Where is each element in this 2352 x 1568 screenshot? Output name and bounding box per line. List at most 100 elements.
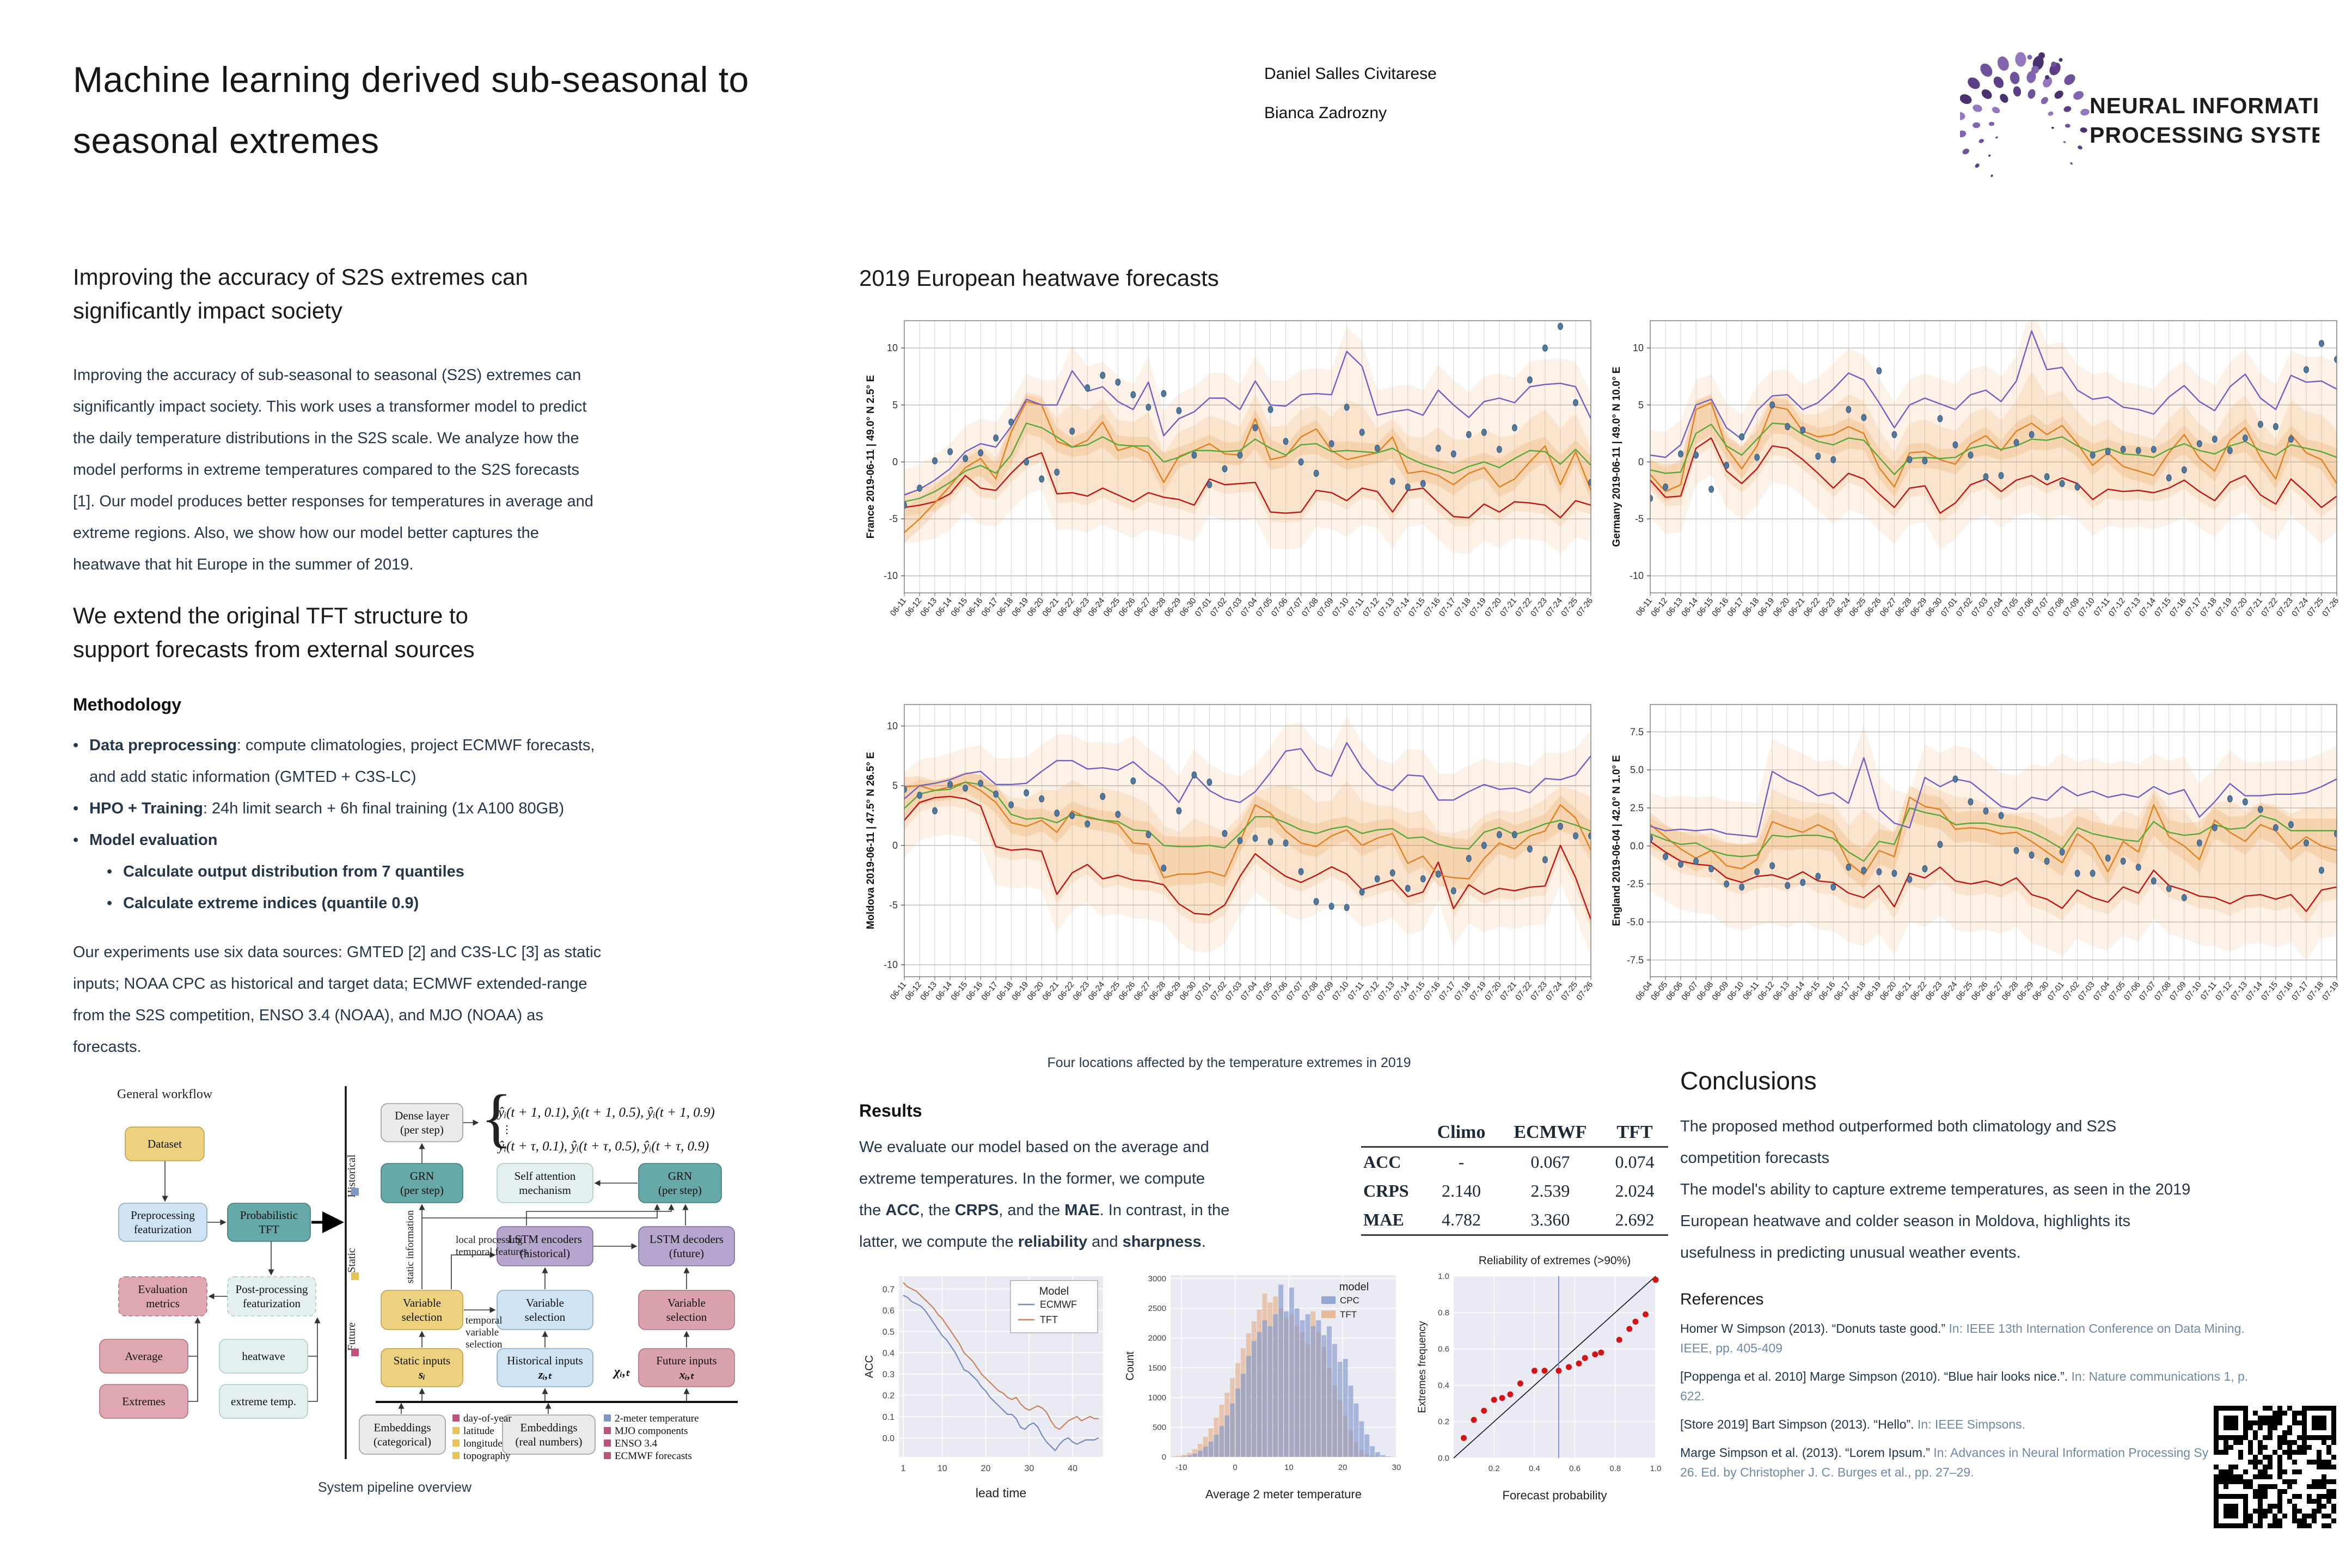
svg-text:(future): (future)	[669, 1247, 704, 1260]
svg-text:0.4: 0.4	[1438, 1381, 1449, 1390]
svg-text:06-28: 06-28	[1148, 980, 1168, 1002]
svg-text:0: 0	[892, 456, 898, 467]
svg-text:06-29: 06-29	[1163, 980, 1183, 1002]
svg-text:Average: Average	[125, 1350, 163, 1363]
charts-section-title: 2019 European heatwave forecasts	[859, 265, 1219, 291]
sub-bullet-extreme-indices: • Calculate extreme indices (quantile 0.…	[73, 887, 835, 919]
svg-text:06-25: 06-25	[1847, 596, 1867, 618]
svg-text:-10: -10	[1175, 1463, 1187, 1472]
svg-text:07-01: 07-01	[1193, 596, 1214, 618]
svg-text:07-26: 07-26	[2320, 596, 2341, 618]
svg-text:2.5: 2.5	[1630, 803, 1644, 813]
svg-text:MJO components: MJO components	[615, 1425, 688, 1437]
svg-text:10: 10	[887, 342, 898, 353]
svg-text:0.6: 0.6	[883, 1306, 895, 1315]
svg-text:07-19: 07-19	[2214, 596, 2234, 618]
svg-text:07-03: 07-03	[1224, 980, 1244, 1002]
svg-text:07-16: 07-16	[2275, 980, 2295, 1002]
svg-text:07-06: 07-06	[1270, 980, 1290, 1002]
mae-ecmwf: 3.360	[1530, 1210, 1570, 1229]
svg-text:06-24: 06-24	[1086, 596, 1106, 618]
svg-text:06-16: 06-16	[964, 596, 984, 618]
svg-text:07-22: 07-22	[2259, 596, 2280, 618]
svg-text:06-04: 06-04	[1634, 980, 1654, 1002]
svg-text:GRN: GRN	[668, 1169, 692, 1183]
bullet-marker: •	[73, 831, 79, 849]
svg-text:06-21: 06-21	[1894, 980, 1914, 1002]
svg-text:06-25: 06-25	[1101, 596, 1122, 618]
poster-title-line1: Machine learning derived sub-seasonal to	[73, 59, 749, 100]
svg-text:07-05: 07-05	[1254, 980, 1275, 1002]
svg-text:06-16: 06-16	[964, 980, 984, 1002]
svg-text:06-27: 06-27	[1132, 980, 1152, 1002]
neurips-logo: NEURAL INFORMATION PROCESSING SYSTEMS	[1960, 52, 2319, 177]
bullet-marker: •	[73, 800, 79, 817]
svg-text:LSTM decoders: LSTM decoders	[650, 1233, 724, 1246]
svg-text:10: 10	[887, 720, 898, 731]
svg-text:07-25: 07-25	[1559, 596, 1579, 618]
reference-2: [Poppenga et al. 2010] Marge Simpson (20…	[1680, 1369, 2249, 1403]
svg-text:2500: 2500	[1148, 1304, 1166, 1313]
svg-text:07-21: 07-21	[1498, 596, 1518, 618]
svg-text:06-17: 06-17	[1725, 596, 1745, 618]
svg-text:06-15: 06-15	[949, 596, 969, 618]
svg-text:selection: selection	[465, 1339, 503, 1350]
svg-text:06-20: 06-20	[1025, 980, 1045, 1002]
svg-text:0.0: 0.0	[1438, 1454, 1449, 1463]
svg-text:07-04: 07-04	[1239, 596, 1259, 618]
svg-text:06-14: 06-14	[1680, 596, 1700, 618]
svg-text:TFT: TFT	[259, 1223, 279, 1236]
svg-text:07-19: 07-19	[1468, 980, 1488, 1002]
svg-text:06-14: 06-14	[1786, 980, 1806, 1002]
svg-text:07-16: 07-16	[1422, 980, 1442, 1002]
svg-text:static information: static information	[405, 1210, 416, 1283]
svg-text:NEURAL INFORMATION: NEURAL INFORMATION	[2090, 93, 2319, 118]
svg-text:Future: Future	[346, 1322, 358, 1351]
svg-text:06-24: 06-24	[1939, 980, 1959, 1002]
svg-text:30: 30	[1024, 1464, 1034, 1473]
svg-text:Probabilistic: Probabilistic	[240, 1209, 298, 1222]
acc-tft: 0.074	[1615, 1152, 1655, 1172]
svg-text:07-23: 07-23	[1529, 980, 1549, 1002]
svg-text:07-02: 07-02	[1209, 980, 1229, 1002]
svg-text:07-08: 07-08	[1300, 596, 1320, 618]
svg-text:Historical: Historical	[346, 1154, 358, 1197]
svg-text:06-08: 06-08	[1695, 980, 1715, 1002]
svg-text:06-22: 06-22	[1909, 980, 1929, 1002]
svg-text:ŷᵢ(t + 1, 0.1), ŷᵢ(t + 1, 0.5): ŷᵢ(t + 1, 0.1), ŷᵢ(t + 1, 0.5), ŷᵢ(t + 1…	[497, 1105, 715, 1120]
svg-text:Reliability of extremes (>90%): Reliability of extremes (>90%)	[1479, 1254, 1631, 1267]
svg-text:07-13: 07-13	[2122, 596, 2142, 618]
method-heading-line1: We extend the original TFT structure to	[73, 603, 469, 628]
svg-text:variable: variable	[465, 1327, 499, 1338]
svg-text:07-21: 07-21	[1498, 980, 1518, 1002]
svg-text:0.4: 0.4	[1529, 1464, 1540, 1473]
references-list: Homer W Simpson (2013). “Donuts taste go…	[1680, 1319, 2257, 1491]
svg-text:06-09: 06-09	[1710, 980, 1730, 1002]
conclusions-para2: The model's ability to capture extreme t…	[1680, 1181, 2191, 1261]
svg-text:07-09: 07-09	[1315, 596, 1336, 618]
svg-text:07-04: 07-04	[1985, 596, 2005, 618]
svg-text:Extremes: Extremes	[122, 1395, 165, 1408]
svg-text:LSTM encoders: LSTM encoders	[508, 1233, 582, 1246]
svg-text:0.0: 0.0	[1630, 841, 1644, 852]
svg-text:06-06: 06-06	[1664, 980, 1685, 1002]
svg-text:0.0: 0.0	[883, 1434, 895, 1443]
svg-text:07-08: 07-08	[1300, 980, 1320, 1002]
datasources-paragraph: Our experiments use six data sources: GM…	[73, 944, 602, 1056]
svg-text:07-03: 07-03	[1224, 596, 1244, 618]
svg-text:06-24: 06-24	[1832, 596, 1852, 618]
references-heading: References	[1680, 1290, 1764, 1308]
sub-bullet-quantiles: • Calculate output distribution from 7 q…	[73, 856, 835, 887]
svg-text:06-30: 06-30	[1178, 596, 1198, 618]
svg-text:06-23: 06-23	[1924, 980, 1944, 1002]
svg-text:06-10: 06-10	[1725, 980, 1745, 1002]
svg-text:06-26: 06-26	[1117, 980, 1137, 1002]
svg-text:selection: selection	[525, 1310, 566, 1324]
svg-text:07-23: 07-23	[1529, 596, 1549, 618]
svg-text:07-03: 07-03	[2077, 980, 2097, 1002]
reliability-chart: Reliability of extremes (>90%) 0.2 0.4 0.6 0…	[1417, 1254, 1661, 1502]
svg-text:1.0: 1.0	[1438, 1272, 1449, 1281]
svg-text:0.3: 0.3	[883, 1370, 895, 1380]
svg-text:10: 10	[1633, 342, 1644, 353]
